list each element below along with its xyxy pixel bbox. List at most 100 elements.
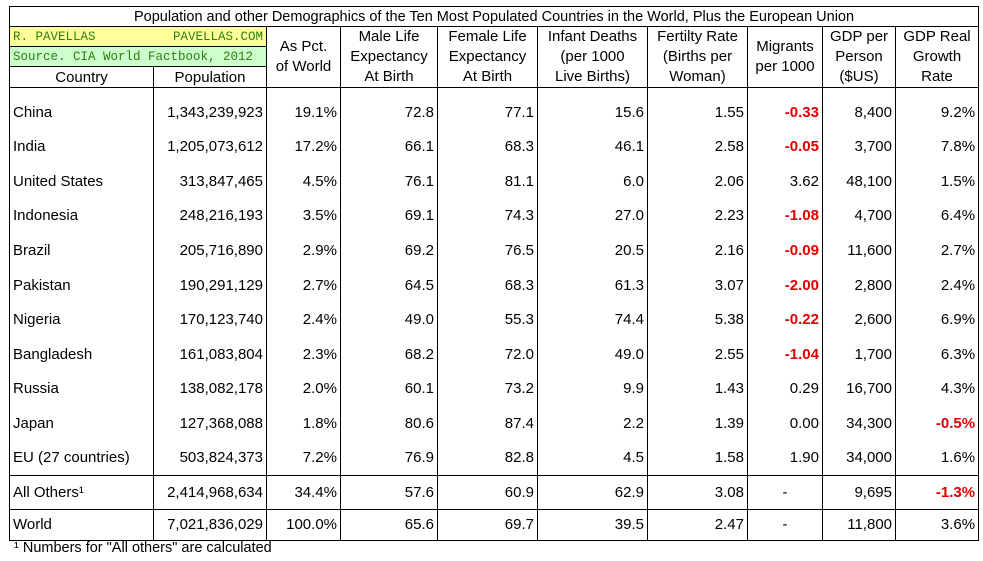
value-cell: 2.3% <box>266 337 341 372</box>
header-line: per 1000 <box>755 58 815 75</box>
value-cell: 0.00 <box>747 406 823 441</box>
country-cell: Brazil <box>9 233 154 268</box>
value-cell: 9.2% <box>894 87 980 130</box>
value-cell: 76.1 <box>340 164 438 199</box>
header-line: (Births per <box>662 48 733 65</box>
country-cell: China <box>9 87 154 130</box>
value-cell: 4.3% <box>894 371 980 407</box>
header-line: Expectancy <box>350 48 428 65</box>
column-header: Male Life Expectancy At Birth <box>340 26 438 88</box>
header-line: As Pct. <box>279 38 328 55</box>
value-cell: 2,800 <box>822 267 896 303</box>
country-cell: India <box>9 129 154 165</box>
table-title: Population and other Demographics of the… <box>8 6 980 27</box>
value-cell: 60.9 <box>437 474 538 510</box>
table-row: Bangladesh 161,083,804 2.3% 68.2 72.0 49.0 2.5… <box>9 337 980 372</box>
value-cell: 48,100 <box>822 164 896 199</box>
column-header: Fertilty Rate (Births per Woman) <box>647 26 748 88</box>
value-cell: 68.3 <box>437 129 538 165</box>
value-cell: -1.04 <box>747 337 823 372</box>
value-cell: 2.47 <box>647 508 748 541</box>
header-line: At Birth <box>364 68 414 85</box>
value-cell: -2.00 <box>747 267 823 303</box>
value-cell: 74.3 <box>437 198 538 234</box>
column-header: GDP per Person ($US) <box>822 26 896 88</box>
value-cell: 60.1 <box>340 371 438 407</box>
value-cell: 1.43 <box>647 371 748 407</box>
value-cell: -0.22 <box>747 302 823 338</box>
country-cell: Japan <box>9 406 154 441</box>
value-cell: -0.09 <box>747 233 823 268</box>
value-cell: 11,600 <box>822 233 896 268</box>
value-cell: 1.6% <box>894 440 980 476</box>
header-line: ($US) <box>839 68 879 85</box>
value-cell: 7,021,836,029 <box>153 508 267 541</box>
value-cell: - <box>747 508 823 541</box>
column-header: Country <box>9 66 154 88</box>
value-cell: 1.8% <box>266 406 341 441</box>
table-row: Pakistan 190,291,129 2.7% 64.5 68.3 61.3 3.07-… <box>9 267 980 303</box>
demographics-table: Population and other Demographics of the… <box>8 6 980 541</box>
value-cell: 69.2 <box>340 233 438 268</box>
value-cell: 6.3% <box>894 337 980 372</box>
country-cell: World <box>9 508 154 541</box>
table-row: China 1,343,239,923 19.1% 72.8 77.1 15.6 1.55-… <box>9 87 980 130</box>
value-cell: 15.6 <box>537 87 648 130</box>
value-cell: 69.1 <box>340 198 438 234</box>
value-cell: 72.0 <box>437 337 538 372</box>
value-cell: 17.2% <box>266 129 341 165</box>
header-line: Rate <box>921 68 953 85</box>
value-cell: 2.2 <box>537 406 648 441</box>
value-cell: 2.4% <box>266 302 341 338</box>
table-row: EU (27 countries) 503,824,373 7.2% 76.9 82.8… <box>9 440 980 476</box>
value-cell: 61.3 <box>537 267 648 303</box>
value-cell: 49.0 <box>537 337 648 372</box>
country-cell: United States <box>9 164 154 199</box>
value-cell: 68.3 <box>437 267 538 303</box>
header-line: Expectancy <box>448 48 527 65</box>
value-cell: 72.8 <box>340 87 438 130</box>
header-line: Population <box>174 68 246 86</box>
value-cell: 3.62 <box>747 164 823 199</box>
footnote: ¹ Numbers for "All others" are calculate… <box>14 540 272 556</box>
value-cell: 69.7 <box>437 508 538 541</box>
value-cell: 2.23 <box>647 198 748 234</box>
value-cell: 11,800 <box>822 508 896 541</box>
value-cell: 2.55 <box>647 337 748 372</box>
value-cell: 46.1 <box>537 129 648 165</box>
credit-author: R. PAVELLAS <box>13 29 96 44</box>
table-row: Russia 138,082,178 2.0% 60.1 73.2 9.9 1.43 0.29… <box>9 371 980 407</box>
value-cell: 2.7% <box>266 267 341 303</box>
value-cell: 2.7% <box>894 233 980 268</box>
value-cell: 1.58 <box>647 440 748 476</box>
value-cell: 0.29 <box>747 371 823 407</box>
value-cell: 248,216,193 <box>153 198 267 234</box>
header-line: Growth <box>912 48 962 65</box>
value-cell: 82.8 <box>437 440 538 476</box>
value-cell: 55.3 <box>437 302 538 338</box>
value-cell: 503,824,373 <box>153 440 267 476</box>
table-row: United States 313,847,465 4.5% 76.1 81.1 6.0 2… <box>9 164 980 199</box>
value-cell: 3.08 <box>647 474 748 510</box>
header-line: GDP per <box>829 28 889 45</box>
value-cell: 7.2% <box>266 440 341 476</box>
value-cell: -1.08 <box>747 198 823 234</box>
value-cell: 6.0 <box>537 164 648 199</box>
value-cell: 1,700 <box>822 337 896 372</box>
header-line: At Birth <box>462 68 513 85</box>
value-cell: 205,716,890 <box>153 233 267 268</box>
value-cell: 34,000 <box>822 440 896 476</box>
value-cell: 4.5 <box>537 440 648 476</box>
credit-site: PAVELLAS.COM <box>172 29 263 44</box>
header-line: (per 1000 <box>560 48 625 65</box>
value-cell: 20.5 <box>537 233 648 268</box>
country-cell: Bangladesh <box>9 337 154 372</box>
value-cell: 6.9% <box>894 302 980 338</box>
column-header: Population <box>153 66 267 88</box>
value-cell: 87.4 <box>437 406 538 441</box>
value-cell: 1,343,239,923 <box>153 87 267 130</box>
country-cell: Russia <box>9 371 154 407</box>
value-cell: 2.0% <box>266 371 341 407</box>
value-cell: 1.5% <box>894 164 980 199</box>
